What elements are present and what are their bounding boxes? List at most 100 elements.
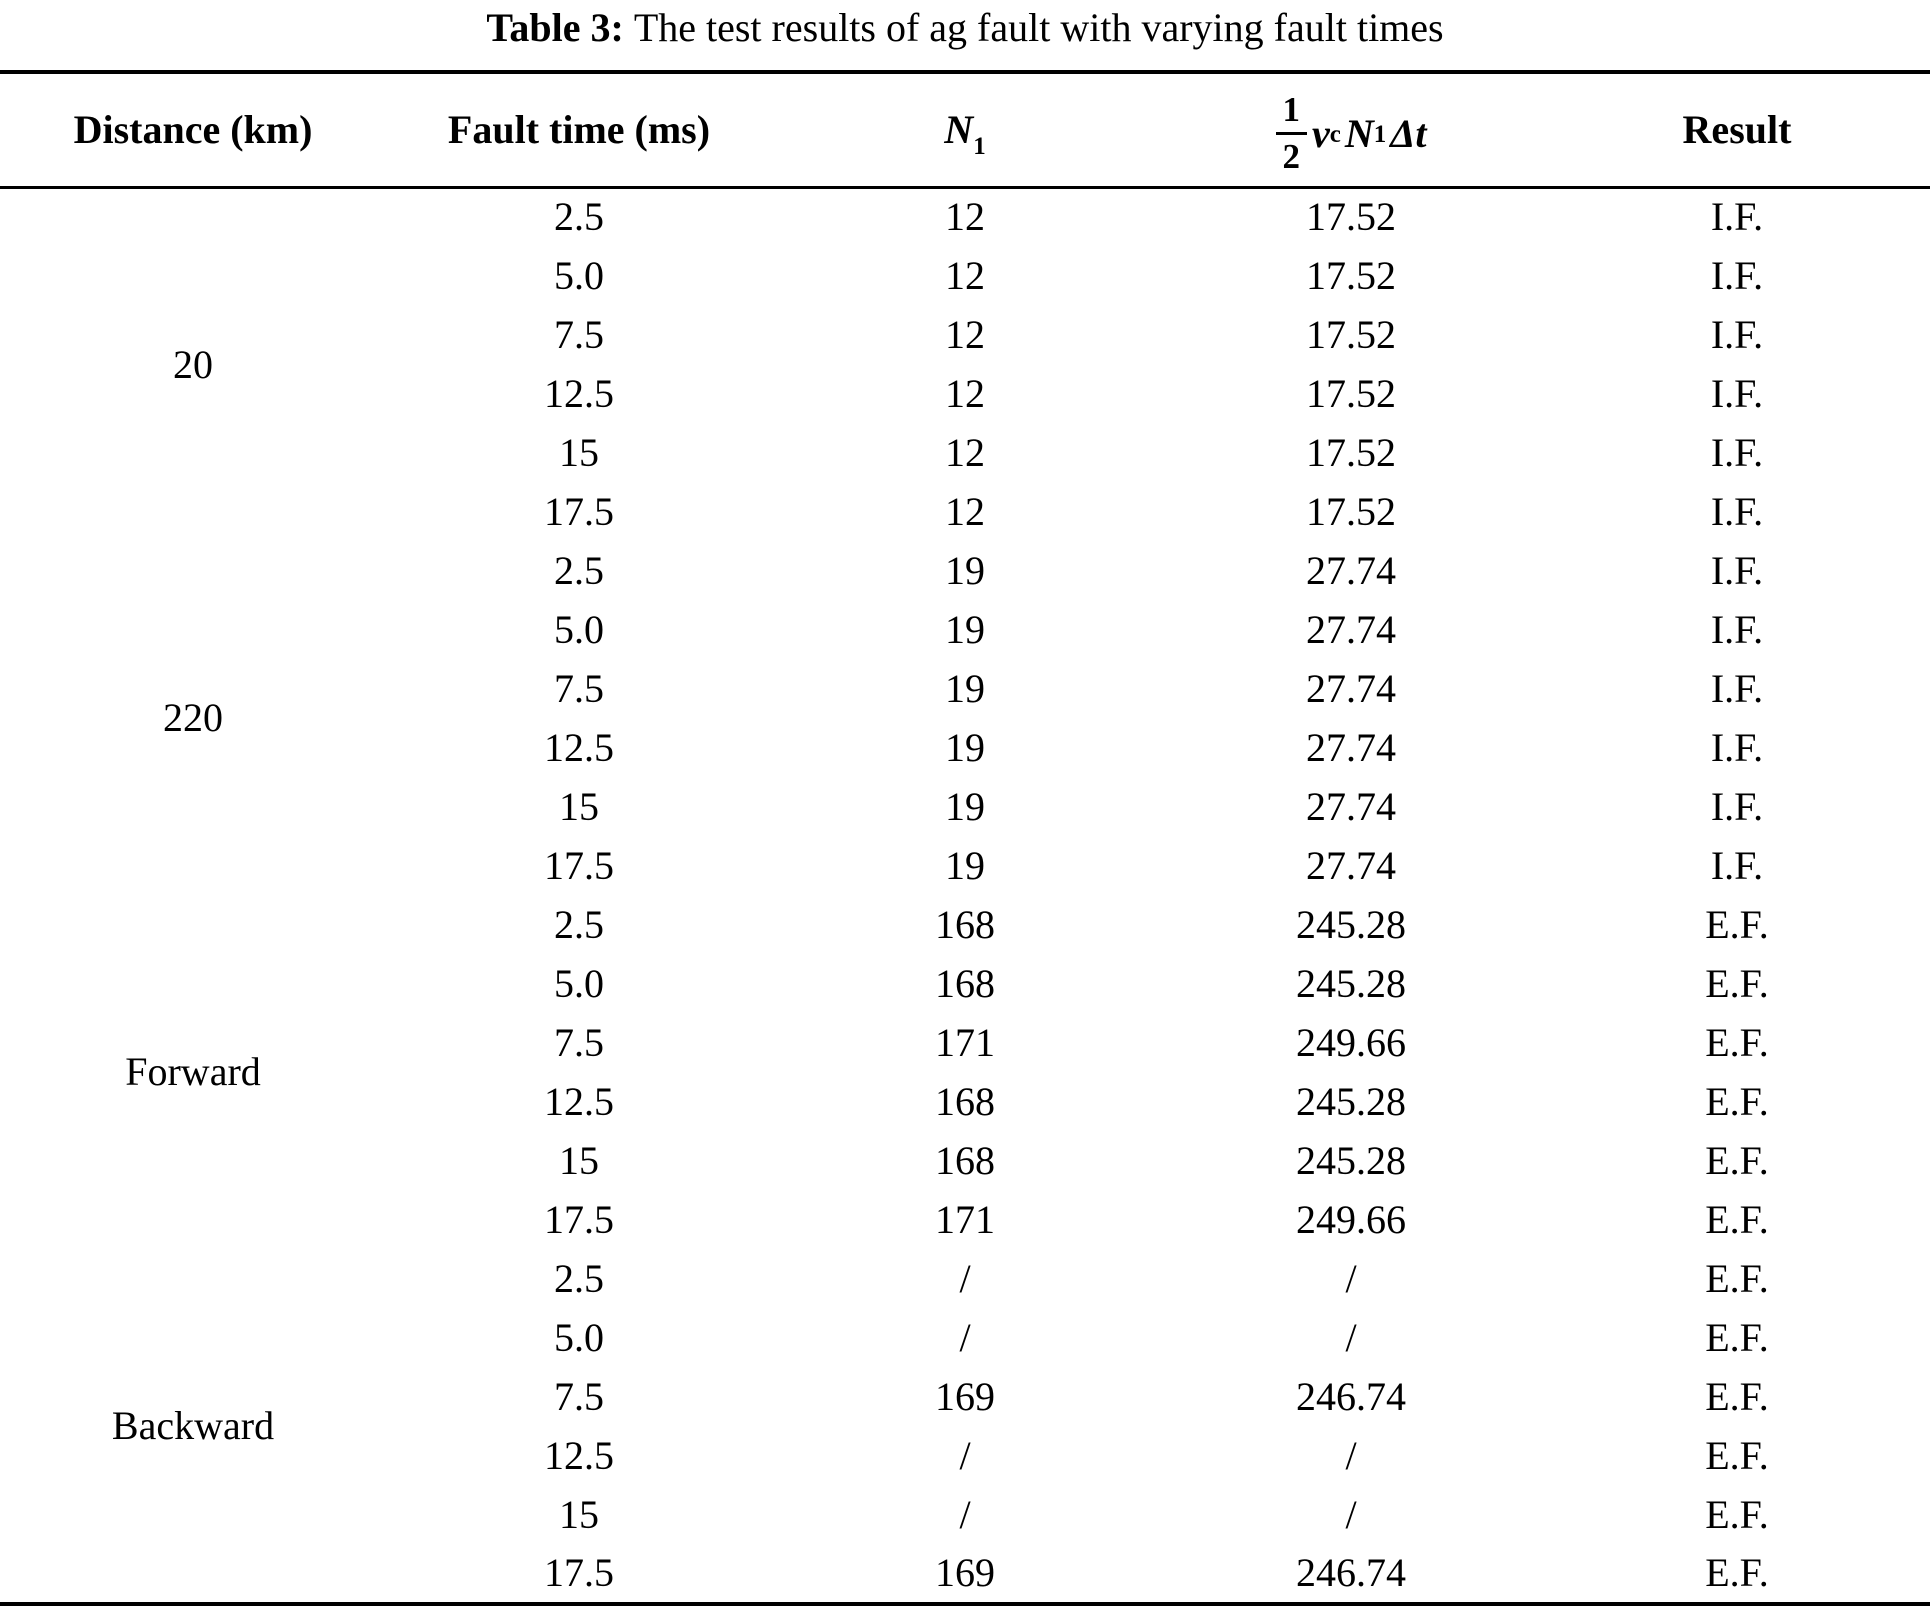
n1-cell: 168 [935, 901, 995, 947]
result-cell: E.F. [1705, 901, 1769, 947]
col-header-distance: Distance (km) [0, 72, 386, 189]
formula-value-cell: 245.28 [1296, 1138, 1406, 1184]
n1-cell: 168 [935, 960, 995, 1006]
fault-time-cell: 5.0 [554, 960, 604, 1006]
table-row: 15 168 245.28 E.F. [0, 1132, 1930, 1191]
n1-cell: 19 [945, 606, 985, 652]
formula-value-cell: 27.74 [1306, 842, 1396, 888]
table-row: 12.5 19 27.74 I.F. [0, 718, 1930, 777]
result-cell: I.F. [1710, 194, 1764, 240]
result-cell: I.F. [1710, 252, 1764, 298]
result-cell: E.F. [1705, 1197, 1769, 1243]
table-row: 7.5 171 249.66 E.F. [0, 1013, 1930, 1072]
result-cell: E.F. [1705, 1492, 1769, 1538]
n1-cell: 171 [935, 1019, 995, 1065]
formula-value-cell: 17.52 [1306, 488, 1396, 534]
fault-time-cell: 12.5 [544, 370, 614, 416]
formula-value-cell: 17.52 [1306, 252, 1396, 298]
col-header-n1: N1 [772, 72, 1158, 189]
n1-cell: 19 [945, 783, 985, 829]
formula-value-cell: / [1345, 1492, 1357, 1538]
formula-value-cell: 27.74 [1306, 606, 1396, 652]
result-cell: E.F. [1705, 1138, 1769, 1184]
distance-group-label: Backward [111, 1402, 275, 1448]
result-cell: I.F. [1710, 311, 1764, 357]
fault-time-cell: 17.5 [544, 842, 614, 888]
fault-time-cell: 17.5 [544, 488, 614, 534]
table-row: 5.0 168 245.28 E.F. [0, 954, 1930, 1013]
fault-time-cell: 2.5 [554, 901, 604, 947]
fault-time-cell: 15 [559, 429, 599, 475]
formula-value-cell: 245.28 [1296, 901, 1406, 947]
n1-cell: 12 [945, 429, 985, 475]
n1-cell: / [959, 1492, 971, 1538]
table-caption-text: The test results of ag fault with varyin… [633, 5, 1444, 50]
formula-var-v: v [1312, 110, 1330, 156]
n1-cell: 19 [945, 665, 985, 711]
table-row: 15 19 27.74 I.F. [0, 777, 1930, 836]
table-caption-label: Table 3: [486, 5, 624, 50]
n1-cell: / [959, 1433, 971, 1479]
result-cell: E.F. [1705, 960, 1769, 1006]
n1-cell: / [959, 1315, 971, 1361]
result-cell: I.F. [1710, 783, 1764, 829]
formula-value-cell: 249.66 [1296, 1019, 1406, 1065]
table-row: 12.5 / / E.F. [0, 1427, 1930, 1486]
formula-delta: Δ [1390, 110, 1416, 156]
formula-value-cell: 17.52 [1306, 311, 1396, 357]
formula-value-cell: 246.74 [1296, 1374, 1406, 1420]
fault-time-cell: 15 [559, 1138, 599, 1184]
fault-time-cell: 7.5 [554, 311, 604, 357]
fault-time-cell: 2.5 [554, 1256, 604, 1302]
distance-group-label: 220 [163, 695, 223, 741]
n1-cell: 12 [945, 252, 985, 298]
table-row: 5.0 19 27.74 I.F. [0, 600, 1930, 659]
fault-time-cell: 17.5 [544, 1550, 614, 1596]
table-row: 15 / / E.F. [0, 1486, 1930, 1545]
n1-cell: 12 [945, 370, 985, 416]
result-cell: I.F. [1710, 606, 1764, 652]
result-cell: I.F. [1710, 665, 1764, 711]
formula-var-t: t [1415, 110, 1427, 156]
table-row: 15 12 17.52 I.F. [0, 423, 1930, 482]
n1-cell: 12 [945, 311, 985, 357]
table-row: Forward 2.5 168 245.28 E.F. [0, 895, 1930, 1092]
col-header-fault-time: Fault time (ms) [386, 72, 772, 189]
result-cell: E.F. [1705, 1256, 1769, 1302]
formula-value-cell: 27.74 [1306, 665, 1396, 711]
formula-value-cell: 245.28 [1296, 960, 1406, 1006]
formula-value-cell: 245.28 [1296, 1078, 1406, 1124]
table-row: 17.5 169 246.74 E.F. [0, 1545, 1930, 1604]
table-row: 17.5 19 27.74 I.F. [0, 836, 1930, 895]
distance-group-label: Forward [125, 1049, 261, 1095]
formula-var-n: N [1344, 110, 1374, 156]
table-row: 20 2.5 12 17.52 I.F. [0, 187, 1930, 385]
distance-group-label: 20 [173, 341, 213, 387]
fault-time-cell: 12.5 [544, 1078, 614, 1124]
fault-time-cell: 2.5 [554, 194, 604, 240]
result-cell: I.F. [1710, 842, 1764, 888]
n1-cell: 169 [935, 1374, 995, 1420]
result-cell: E.F. [1705, 1374, 1769, 1420]
formula-value-cell: 17.52 [1306, 370, 1396, 416]
result-cell: E.F. [1705, 1550, 1769, 1596]
table-row: 12.5 12 17.52 I.F. [0, 364, 1930, 423]
n1-cell: 19 [945, 724, 985, 770]
formula-value-cell: 17.52 [1306, 194, 1396, 240]
formula-value-cell: 27.74 [1306, 724, 1396, 770]
table-row: 12.5 168 245.28 E.F. [0, 1072, 1930, 1131]
n1-cell: 169 [935, 1550, 995, 1596]
fault-time-cell: 15 [559, 1492, 599, 1538]
table-row: 7.5 169 246.74 E.F. [0, 1368, 1930, 1427]
n1-cell: 168 [935, 1138, 995, 1184]
formula-value-cell: 246.74 [1296, 1550, 1406, 1596]
fraction-numerator: 1 [1275, 91, 1308, 135]
result-cell: I.F. [1710, 724, 1764, 770]
table-row: 5.0 12 17.52 I.F. [0, 246, 1930, 305]
formula-value-cell: 27.74 [1306, 783, 1396, 829]
